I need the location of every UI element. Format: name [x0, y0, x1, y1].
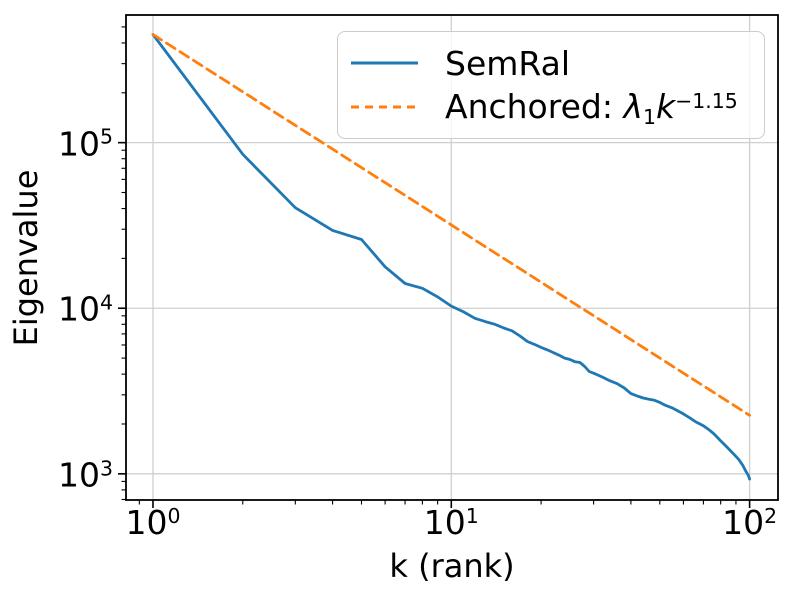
legend-label-semral: SemRal: [445, 43, 570, 83]
y-tick-label: 104: [57, 289, 113, 329]
legend-entry-anchored: Anchored: λ1k−1.15: [338, 87, 764, 130]
legend-semral-line-sample: [351, 61, 418, 65]
series-semral-line: [151, 33, 751, 481]
legend-anchored-line-sample: [351, 105, 418, 109]
legend-entry-semral: SemRal: [338, 47, 764, 80]
series-anchored-1-k-1-15-line: [151, 33, 751, 417]
x-tick-label: 102: [722, 503, 778, 542]
legend: SemRal Anchored: λ1k−1.15: [337, 31, 765, 139]
y-axis-label: Eigenvalue: [7, 169, 45, 347]
y-tick-label: 103: [57, 455, 113, 495]
x-axis-label: k (rank): [389, 547, 515, 585]
x-tick-label: 100: [125, 503, 181, 542]
y-tick-label: 105: [57, 124, 113, 164]
legend-label-anchored: Anchored: λ1k−1.15: [445, 87, 738, 130]
x-tick-label: 101: [423, 503, 479, 542]
